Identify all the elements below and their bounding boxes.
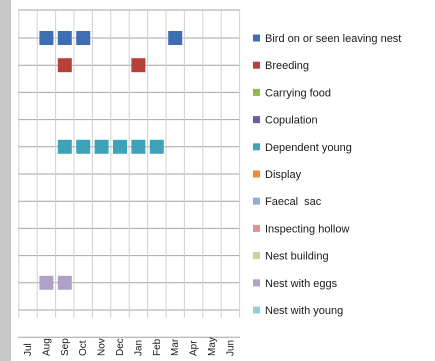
legend-label: Inspecting hollow	[265, 223, 349, 235]
x-tick-label-nov: Nov	[97, 338, 108, 356]
x-tick-label-feb: Feb	[152, 338, 163, 356]
marker-dependent-young-oct	[76, 139, 91, 154]
legend-item: Dependent young	[253, 142, 352, 154]
marker-dependent-young-jan	[131, 139, 146, 154]
legend-swatch	[253, 170, 260, 178]
marker-bird-on-or-seen-leaving-nest-sep	[57, 31, 72, 45]
x-tick-label-jun: Jun	[225, 340, 236, 356]
x-tick-label-sep: Sep	[60, 338, 71, 356]
marker-dependent-young-sep	[57, 139, 72, 154]
legend-swatch	[253, 34, 260, 42]
legend-item: Faecal sac	[253, 196, 322, 208]
legend-label: Display	[265, 169, 302, 181]
legend-swatch	[253, 224, 260, 232]
x-tick-label-jul: Jul	[23, 343, 34, 356]
legend-item: Nest with eggs	[253, 278, 338, 290]
legend-swatch	[253, 197, 260, 205]
marker-nest-with-eggs-sep	[57, 275, 72, 290]
marker-dependent-young-nov	[94, 139, 109, 154]
marker-bird-on-or-seen-leaving-nest-aug	[39, 31, 54, 45]
marker-dependent-young-feb	[149, 139, 164, 154]
x-tick-label-oct: Oct	[78, 340, 89, 356]
legend-label: Faecal sac	[265, 196, 322, 208]
legend-item: Inspecting hollow	[253, 223, 349, 235]
legend-swatch	[253, 143, 260, 151]
x-tick-label-apr: Apr	[189, 340, 200, 356]
x-tick-label-may: May	[207, 337, 218, 356]
chart-grid	[18, 9, 241, 338]
legend-item: Bird on or seen leaving nest	[253, 33, 401, 45]
marker-bird-on-or-seen-leaving-nest-oct	[76, 31, 91, 45]
legend-item: Breeding	[253, 60, 309, 72]
marker-bird-on-or-seen-leaving-nest-mar	[168, 31, 183, 45]
marker-breeding-jan	[131, 58, 146, 73]
legend-label: Dependent young	[265, 142, 352, 154]
legend-swatch	[253, 279, 260, 287]
left-border-strip	[0, 0, 11, 361]
legend-swatch	[253, 116, 260, 124]
legend-label: Copulation	[265, 115, 318, 127]
legend-label: Nest with eggs	[265, 278, 338, 290]
x-tick-label-jan: Jan	[133, 340, 144, 356]
legend-item: Nest building	[253, 251, 329, 263]
legend-item: Carrying food	[253, 87, 331, 99]
x-tick-label-dec: Dec	[115, 338, 126, 356]
x-tick-label-aug: Aug	[41, 338, 52, 356]
legend-swatch	[253, 306, 260, 314]
legend-swatch	[253, 252, 260, 260]
chart-markers	[39, 31, 183, 290]
legend-label: Nest building	[265, 251, 329, 263]
x-tick-label-mar: Mar	[170, 338, 181, 356]
legend-item: Display	[253, 169, 302, 181]
legend-swatch	[253, 88, 260, 96]
legend-item: Nest with young	[253, 305, 343, 317]
marker-breeding-sep	[57, 58, 72, 73]
marker-nest-with-eggs-aug	[39, 275, 54, 290]
legend-swatch	[253, 61, 260, 69]
legend-label: Nest with young	[265, 305, 343, 317]
legend-label: Breeding	[265, 60, 309, 72]
chart-legend: Bird on or seen leaving nest Breeding Carr…	[253, 33, 401, 317]
legend-item: Copulation	[253, 115, 318, 127]
x-axis-ticks: Jul Aug Sep Oct Nov Dec Jan Feb Mar Apr May Jun	[23, 337, 236, 356]
legend-label: Bird on or seen leaving nest	[265, 33, 401, 45]
marker-dependent-young-dec	[113, 139, 127, 154]
legend-label: Carrying food	[265, 87, 331, 99]
